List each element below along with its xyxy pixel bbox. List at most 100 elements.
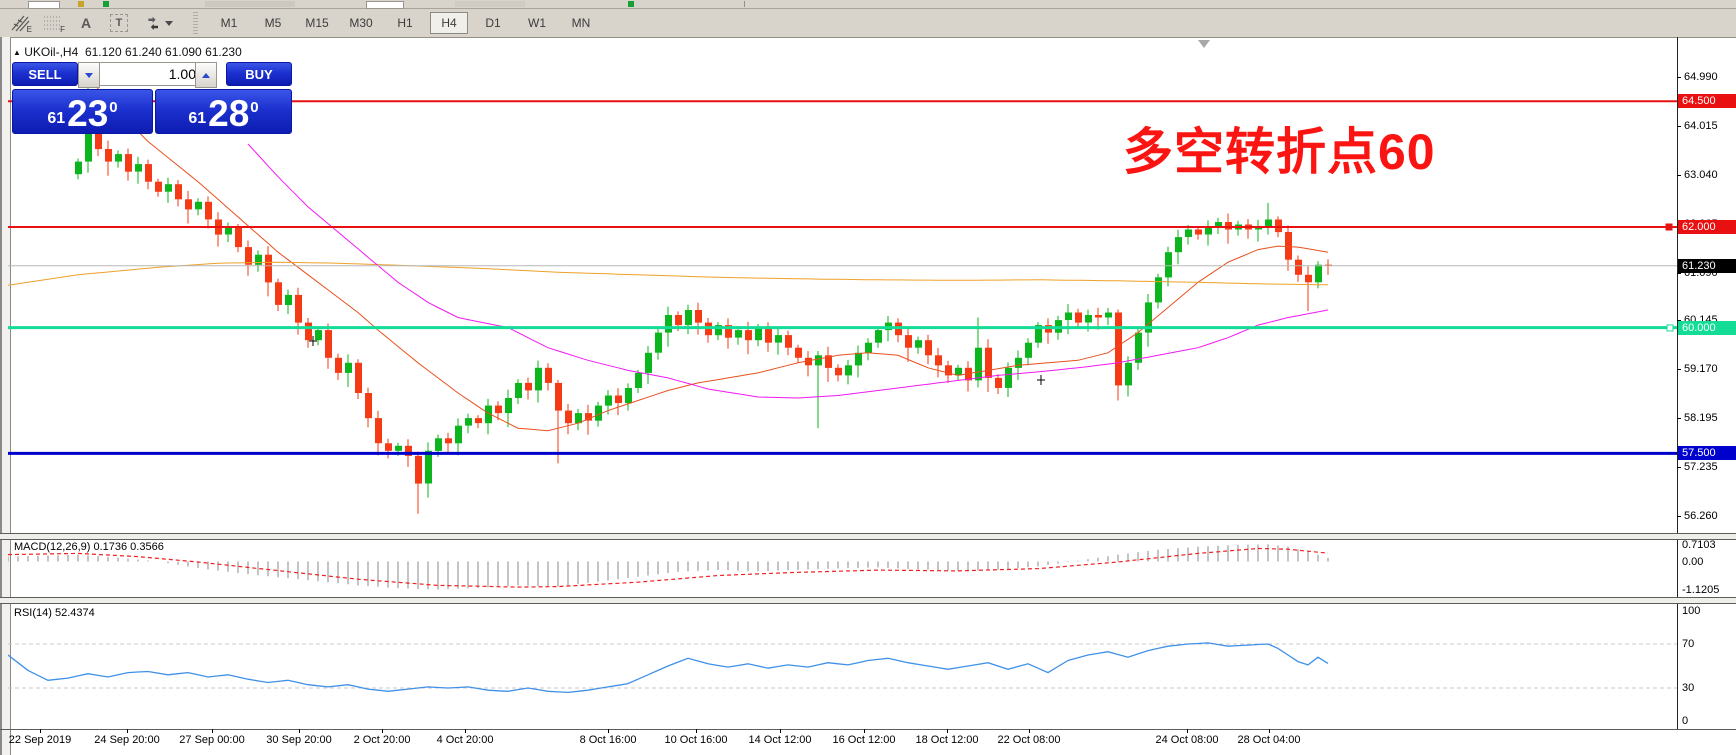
time-label: 22 Sep 2019 — [8, 734, 72, 746]
timeframe-button-h1[interactable]: H1 — [397, 16, 413, 30]
chart-shift-marker-icon[interactable] — [1198, 40, 1210, 48]
indicator-axis-label: 0.7103 — [1682, 539, 1716, 551]
text-label-icon[interactable]: A — [73, 12, 99, 34]
time-tick — [127, 729, 128, 733]
one-click-trading-panel: SELL 1.00 BUY 61 23 0 61 28 0 — [10, 61, 292, 134]
time-tick — [780, 729, 781, 733]
toolbar-fragment — [366, 1, 404, 9]
tool-sub-label: E — [26, 25, 32, 34]
toolbar-drag-handle[interactable] — [193, 12, 198, 34]
panel-splitter-rsi[interactable] — [0, 597, 1736, 604]
macd-panel-canvas[interactable] — [8, 539, 1677, 597]
indicator-axis-label: 70 — [1682, 638, 1695, 650]
tool-letter: T — [110, 14, 128, 32]
price-tick-label: 63.040 — [1677, 169, 1718, 181]
time-label: 4 Oct 20:00 — [436, 734, 494, 746]
price-tick-label: 64.990 — [1677, 71, 1718, 83]
symbol-label: UKOil-,H4 — [24, 45, 79, 59]
sell-button[interactable]: SELL — [12, 62, 78, 86]
time-label: 18 Oct 12:00 — [915, 734, 979, 746]
time-label: 2 Oct 20:00 — [353, 734, 411, 746]
timeframe-button-m5[interactable]: M5 — [264, 16, 282, 30]
time-label: 28 Oct 04:00 — [1237, 734, 1301, 746]
buy-price-main: 28 — [208, 93, 250, 134]
timeframe-button-d1[interactable]: D1 — [485, 16, 501, 30]
indicator-axis-label: 100 — [1682, 605, 1701, 617]
time-tick — [382, 729, 383, 733]
collapse-arrow-icon[interactable]: ▲ — [13, 48, 21, 57]
triangle-down-icon — [85, 72, 93, 78]
time-tick — [465, 729, 466, 733]
time-tick — [696, 729, 697, 733]
timeframe-bar: M1 M5 M15 M30 H1 H4 D1 W1 MN — [204, 12, 600, 34]
toolbar-fragment — [628, 1, 634, 7]
toolbar-fragment — [455, 1, 525, 7]
buy-button[interactable]: BUY — [226, 62, 292, 86]
macd-caption: MACD(12,26,9) 0.1736 0.3566 — [14, 541, 164, 553]
timeframe-button-m30[interactable]: M30 — [349, 16, 373, 30]
timeframe-button-m15[interactable]: M15 — [305, 16, 329, 30]
volume-input[interactable]: 1.00 — [99, 62, 203, 86]
time-label: 22 Oct 08:00 — [997, 734, 1061, 746]
arrow-objects-icon[interactable] — [139, 12, 179, 34]
toolbar-fragment — [103, 1, 109, 7]
text-box-icon[interactable]: T — [106, 12, 132, 34]
time-label: 10 Oct 16:00 — [664, 734, 728, 746]
price-tick-label: 57.235 — [1677, 461, 1718, 473]
timeframe-button-mn[interactable]: MN — [571, 16, 591, 30]
decrease-volume-button[interactable] — [78, 62, 100, 88]
buy-price-pip: 0 — [250, 99, 259, 116]
timeframe-button-h4[interactable]: H4 — [430, 12, 468, 34]
increase-volume-button[interactable] — [195, 62, 217, 88]
main-chart-canvas[interactable] — [8, 37, 1677, 533]
rsi-panel-canvas[interactable] — [8, 603, 1677, 729]
toolbar-fragment — [28, 1, 60, 9]
time-label: 27 Sep 00:00 — [179, 734, 245, 746]
time-tick — [947, 729, 948, 733]
chart-text-annotation: 多空转折点60 — [1123, 124, 1436, 180]
time-tick — [299, 729, 300, 733]
indicator-axis-label: -1.1205 — [1682, 584, 1720, 596]
top-partial-toolbar — [0, 0, 1736, 9]
channel-lines-icon[interactable]: E — [7, 12, 33, 34]
rsi-line — [8, 642, 1329, 694]
price-badge-64.500: 64.500 — [1678, 94, 1736, 108]
moving-averages-layer — [8, 65, 1329, 432]
sell-price-prefix: 61 — [47, 110, 66, 127]
time-label: 8 Oct 16:00 — [579, 734, 637, 746]
triangle-up-icon — [202, 72, 210, 78]
tool-sub-label: F — [60, 25, 65, 34]
sell-price-main: 23 — [67, 93, 109, 134]
price-badge-62.000: 62.000 — [1678, 220, 1736, 234]
price-scale-border — [1677, 37, 1678, 729]
window-left-border — [0, 37, 11, 755]
buy-price-prefix: 61 — [188, 110, 207, 127]
time-label: 30 Sep 20:00 — [266, 734, 332, 746]
ma-magenta — [247, 143, 1329, 399]
indicator-axis-label: 0.00 — [1682, 556, 1704, 568]
time-tick — [212, 729, 213, 733]
price-tick-label: 58.195 — [1677, 412, 1718, 424]
indicator-axis-label: 30 — [1682, 682, 1695, 694]
timeframe-button-w1[interactable]: W1 — [528, 16, 546, 30]
indicator-axis-label: 0 — [1682, 715, 1689, 727]
time-label: 16 Oct 12:00 — [832, 734, 896, 746]
time-tick — [1269, 729, 1270, 733]
timeframe-button-m1[interactable]: M1 — [220, 16, 238, 30]
panel-splitter-macd[interactable] — [0, 533, 1736, 540]
toolbar-fragment — [744, 1, 745, 7]
ma-slow-orange — [8, 261, 1329, 286]
time-label: 14 Oct 12:00 — [748, 734, 812, 746]
time-tick — [1029, 729, 1030, 733]
price-tick-label: 59.170 — [1677, 363, 1718, 375]
toolbar-fragment — [205, 1, 295, 7]
price-badge-57.500: 57.500 — [1678, 446, 1736, 460]
buy-price-display[interactable]: 61 28 0 — [155, 89, 292, 134]
time-tick — [864, 729, 865, 733]
chevron-down-icon — [164, 20, 173, 26]
toolbar: E F A T M1 M5 M15 M30 H1 H4 D1 W1 MN — [0, 9, 1736, 38]
price-tick-label: 56.260 — [1677, 510, 1718, 522]
time-label: 24 Sep 20:00 — [94, 734, 160, 746]
fibo-grid-icon[interactable]: F — [40, 12, 66, 34]
sell-price-display[interactable]: 61 23 0 — [12, 89, 153, 134]
